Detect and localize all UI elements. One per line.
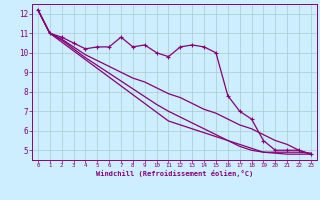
X-axis label: Windchill (Refroidissement éolien,°C): Windchill (Refroidissement éolien,°C)	[96, 170, 253, 177]
